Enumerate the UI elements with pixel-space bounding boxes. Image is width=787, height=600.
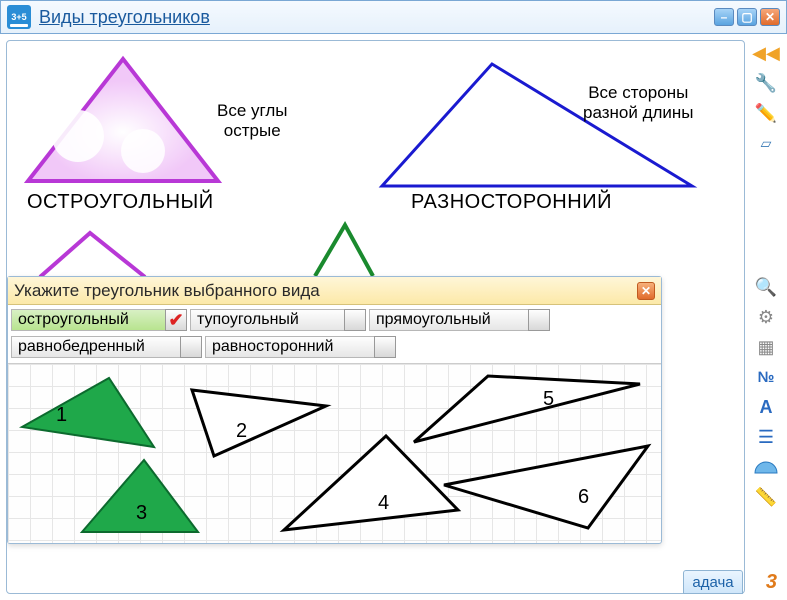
acute-caption-line2: острые bbox=[224, 121, 281, 140]
quiz-panel: Укажите треугольник выбранного вида ✕ ос… bbox=[7, 276, 662, 544]
scalene-label: РАЗНОСТОРОННИЙ bbox=[411, 191, 612, 214]
wrench-icon[interactable]: 🔧 bbox=[751, 70, 781, 96]
content-area: Все углы острые ОСТРОУГОЛЬНЫЙ Все сторон… bbox=[6, 40, 745, 594]
number-icon[interactable]: № bbox=[751, 364, 781, 390]
option-checkbox-0[interactable]: ✔ bbox=[165, 309, 187, 331]
option-0[interactable]: остроугольный✔ bbox=[11, 308, 187, 332]
grid-triangle-6[interactable] bbox=[438, 440, 658, 535]
grid-triangle-3[interactable] bbox=[76, 454, 206, 539]
window-title: Виды треугольников bbox=[39, 7, 714, 28]
grid-number-5: 5 bbox=[543, 388, 554, 411]
grid-number-4: 4 bbox=[378, 492, 389, 515]
grid-number-3: 3 bbox=[136, 502, 147, 525]
scalene-triangle bbox=[377, 56, 697, 191]
scalene-caption-line1: Все стороны bbox=[588, 83, 688, 102]
grid-number-6: 6 bbox=[578, 486, 589, 509]
app-icon: 3+5 bbox=[7, 5, 31, 29]
option-4[interactable]: равносторонний bbox=[205, 335, 396, 359]
protractor-icon[interactable] bbox=[751, 454, 781, 480]
grid-number-2: 2 bbox=[236, 420, 247, 443]
option-1[interactable]: тупоугольный bbox=[190, 308, 366, 332]
close-button[interactable]: ✕ bbox=[760, 8, 780, 26]
option-checkbox-3[interactable] bbox=[180, 336, 202, 358]
option-label-3[interactable]: равнобедренный bbox=[11, 336, 181, 358]
option-label-4[interactable]: равносторонний bbox=[205, 336, 375, 358]
grid-triangle-1[interactable] bbox=[14, 372, 164, 457]
page-number: 3 bbox=[766, 571, 777, 594]
minimize-button[interactable]: – bbox=[714, 8, 734, 26]
grid-triangle-5[interactable] bbox=[408, 370, 648, 450]
option-2[interactable]: прямоугольный bbox=[369, 308, 550, 332]
list-icon[interactable]: ☰ bbox=[751, 424, 781, 450]
quiz-panel-title: Укажите треугольник выбранного вида bbox=[14, 281, 637, 301]
pencil-icon[interactable]: ✏️ bbox=[751, 100, 781, 126]
maximize-button[interactable]: ▢ bbox=[737, 8, 757, 26]
zoom-icon[interactable]: 🔍 bbox=[751, 274, 781, 300]
option-checkbox-2[interactable] bbox=[528, 309, 550, 331]
text-icon[interactable]: A bbox=[751, 394, 781, 420]
toolbar-spacer bbox=[751, 160, 781, 270]
acute-caption-line1: Все углы bbox=[217, 101, 287, 120]
option-checkbox-4[interactable] bbox=[374, 336, 396, 358]
quiz-panel-close-button[interactable]: ✕ bbox=[637, 282, 655, 300]
scalene-caption-line2: разной длины bbox=[583, 103, 694, 122]
option-3[interactable]: равнобедренный bbox=[11, 335, 202, 359]
scalene-caption: Все стороны разной длины bbox=[583, 83, 694, 122]
option-checkbox-1[interactable] bbox=[344, 309, 366, 331]
back-icon[interactable]: ◀◀ bbox=[751, 40, 781, 66]
option-label-2[interactable]: прямоугольный bbox=[369, 309, 529, 331]
calc-icon[interactable]: ▦ bbox=[751, 334, 781, 360]
options-row: остроугольный✔тупоугольный прямоугольный р… bbox=[8, 305, 661, 363]
triangle-grid[interactable]: 1 3 2 4 5 6 bbox=[8, 363, 661, 543]
partial-magenta-triangle bbox=[35, 229, 155, 279]
ruler-icon[interactable]: 📏 bbox=[751, 484, 781, 510]
side-toolbar: ◀◀ 🔧 ✏️ ▱ 🔍 ⚙ ▦ № A ☰ 📏 bbox=[749, 40, 783, 594]
acute-caption: Все углы острые bbox=[217, 101, 287, 140]
acute-label: ОСТРОУГОЛЬНЫЙ bbox=[27, 191, 214, 214]
gears-icon[interactable]: ⚙ bbox=[751, 304, 781, 330]
acute-triangle bbox=[23, 51, 223, 191]
green-peak bbox=[307, 221, 387, 277]
eraser-icon[interactable]: ▱ bbox=[751, 130, 781, 156]
grid-number-1: 1 bbox=[56, 404, 67, 427]
window-buttons: – ▢ ✕ bbox=[714, 8, 780, 26]
titlebar: 3+5 Виды треугольников – ▢ ✕ bbox=[0, 0, 787, 34]
option-label-1[interactable]: тупоугольный bbox=[190, 309, 345, 331]
option-label-0[interactable]: остроугольный bbox=[11, 309, 166, 331]
task-tab[interactable]: адача bbox=[683, 570, 743, 594]
quiz-panel-header: Укажите треугольник выбранного вида ✕ bbox=[8, 277, 661, 305]
